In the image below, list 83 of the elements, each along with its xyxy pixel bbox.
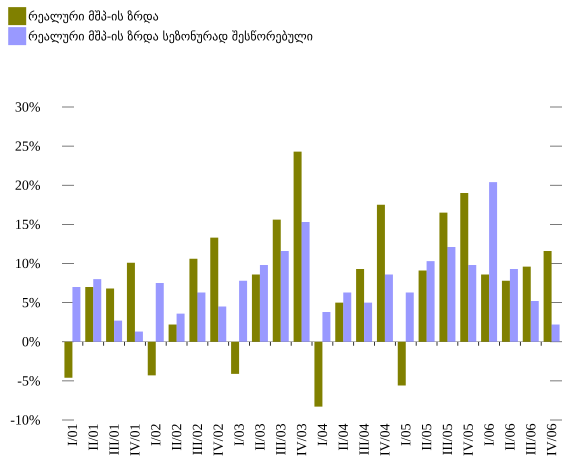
x-tick-label: III/06 bbox=[526, 424, 536, 455]
bar bbox=[481, 274, 490, 342]
bar bbox=[502, 280, 510, 342]
x-tick-label: II/01 bbox=[88, 424, 98, 450]
x-tick-label: I/01 bbox=[68, 424, 78, 446]
y-tick-label: 25% bbox=[16, 141, 40, 151]
x-tick-label: IV/02 bbox=[214, 424, 224, 456]
bar bbox=[439, 212, 448, 342]
bar bbox=[106, 288, 114, 342]
bar bbox=[314, 342, 322, 407]
bar bbox=[376, 204, 385, 342]
x-tick-label: II/06 bbox=[505, 424, 515, 450]
bar bbox=[384, 274, 393, 342]
bar bbox=[85, 286, 94, 342]
bar bbox=[398, 342, 406, 386]
bar bbox=[364, 302, 372, 342]
bar bbox=[343, 292, 352, 342]
bar bbox=[272, 220, 281, 342]
y-tick-label: 10% bbox=[16, 258, 40, 268]
y-tick-label: 0% bbox=[22, 337, 40, 346]
bar bbox=[522, 266, 531, 342]
x-tick-label: III/03 bbox=[276, 424, 286, 455]
bar bbox=[468, 265, 476, 342]
bar bbox=[148, 342, 156, 376]
bar bbox=[114, 320, 122, 342]
bar bbox=[294, 152, 302, 342]
x-tick-label: I/02 bbox=[151, 424, 160, 446]
legend-label: რეალური მშპ-ის ზრდა bbox=[28, 10, 158, 24]
bar bbox=[168, 324, 177, 342]
bar bbox=[126, 262, 135, 342]
bar bbox=[302, 222, 310, 342]
y-tick-label: 15% bbox=[16, 220, 40, 230]
x-tick-label: II/05 bbox=[422, 424, 432, 450]
bar bbox=[552, 324, 560, 342]
bar bbox=[231, 342, 240, 374]
bar bbox=[544, 250, 552, 342]
bar bbox=[489, 182, 498, 342]
bar bbox=[406, 292, 414, 342]
bar bbox=[210, 238, 218, 342]
x-tick-label: III/04 bbox=[359, 424, 369, 455]
x-tick-label: I/03 bbox=[234, 424, 244, 446]
bar bbox=[530, 301, 539, 342]
bar bbox=[356, 268, 364, 342]
x-tick-label: IV/04 bbox=[380, 424, 390, 456]
y-tick-label: 20% bbox=[16, 180, 40, 190]
bar bbox=[322, 312, 330, 342]
bar bbox=[335, 302, 344, 342]
y-tick-label: -5% bbox=[18, 376, 40, 386]
x-tick-label: IV/06 bbox=[546, 424, 556, 456]
x-tick-label: I/04 bbox=[318, 424, 328, 446]
bar bbox=[280, 250, 289, 342]
bar bbox=[426, 261, 435, 342]
x-tick-label: II/02 bbox=[172, 424, 182, 450]
x-tick-label: II/03 bbox=[255, 424, 265, 450]
bar bbox=[176, 314, 185, 342]
bar bbox=[93, 279, 102, 342]
legend-label: რეალური მშპ-ის ზრდა სეზონურად შესწორებული bbox=[28, 30, 312, 44]
y-tick-label: -10% bbox=[10, 415, 40, 425]
x-tick-label: III/01 bbox=[109, 424, 119, 455]
bar bbox=[72, 286, 80, 342]
bar bbox=[252, 274, 260, 342]
bar bbox=[239, 280, 248, 342]
bar bbox=[156, 283, 164, 342]
y-tick-label: 30% bbox=[16, 102, 40, 112]
x-tick-label: III/02 bbox=[192, 424, 202, 455]
bar bbox=[460, 193, 468, 342]
bar bbox=[260, 265, 268, 342]
bar bbox=[197, 292, 206, 342]
bar bbox=[218, 306, 226, 342]
bar bbox=[134, 332, 143, 342]
bar bbox=[447, 247, 456, 342]
bar bbox=[510, 268, 518, 342]
x-tick-label: I/05 bbox=[401, 424, 410, 446]
bar bbox=[418, 270, 427, 342]
x-tick-label: IV/01 bbox=[130, 424, 140, 456]
x-tick-label: II/04 bbox=[338, 424, 348, 450]
x-tick-label: IV/05 bbox=[464, 424, 474, 456]
x-tick-label: I/06 bbox=[484, 424, 494, 446]
y-tick-label: 5% bbox=[22, 298, 40, 308]
bar bbox=[189, 258, 198, 342]
x-tick-label: III/05 bbox=[442, 424, 452, 455]
x-tick-label: IV/03 bbox=[296, 424, 306, 456]
bar bbox=[64, 342, 72, 378]
